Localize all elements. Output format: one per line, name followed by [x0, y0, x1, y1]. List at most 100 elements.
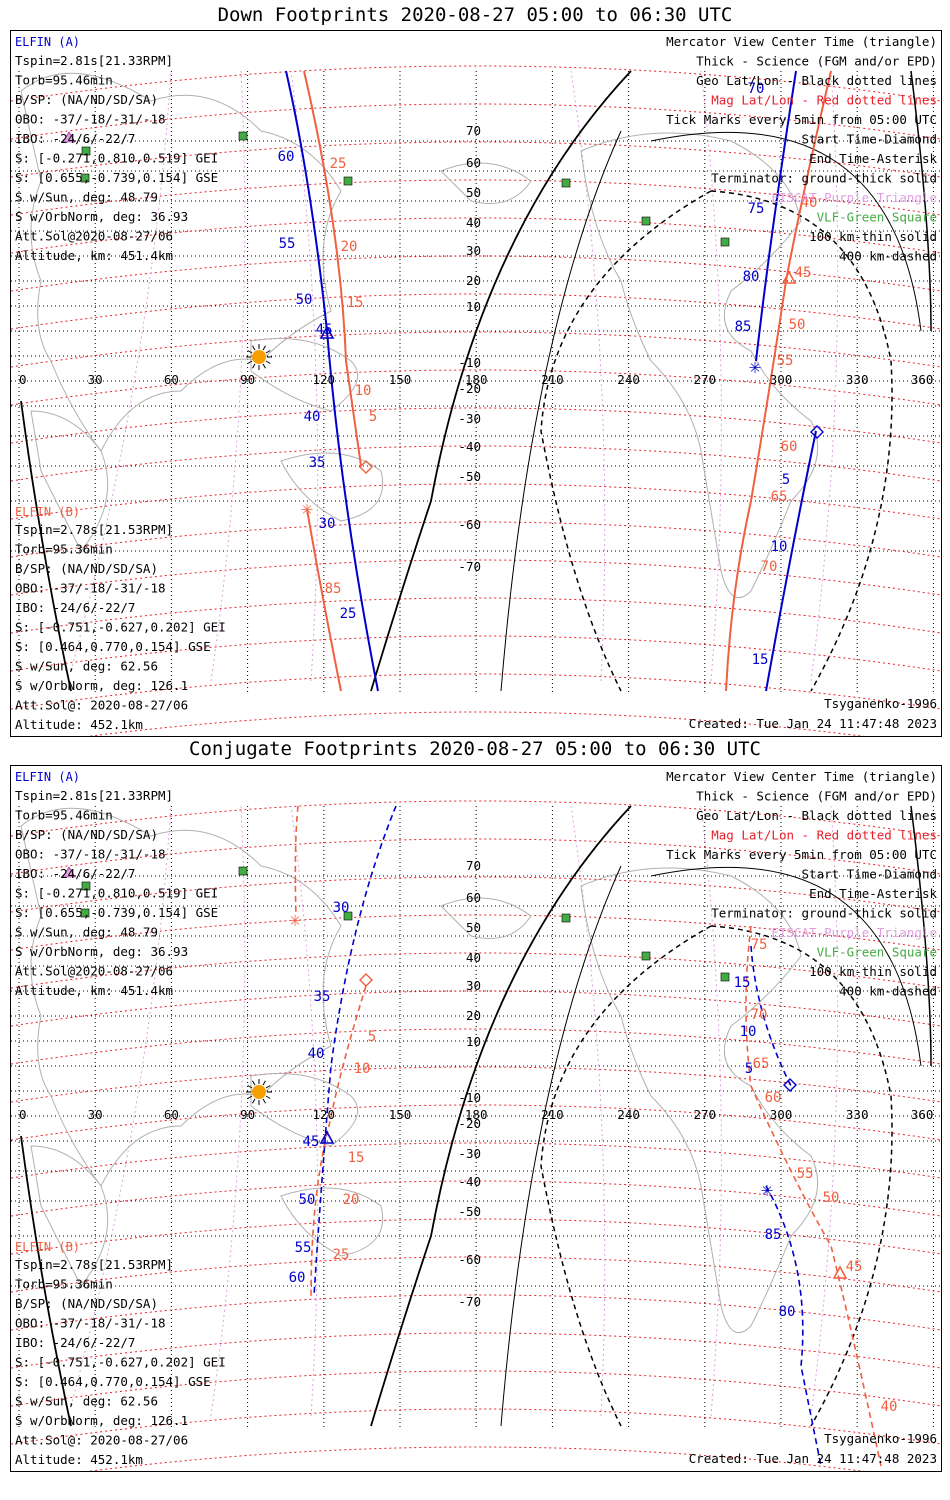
elfin-a-tick-label: 50	[299, 1192, 316, 1208]
sun-ray	[252, 1080, 256, 1086]
elfin-b-tick-label: 55	[797, 1166, 814, 1182]
mag-lat-line	[11, 1408, 941, 1445]
end-time-asterisk-icon: ✳	[749, 354, 761, 378]
lat-label: -30	[458, 1146, 481, 1161]
lon-label: 240	[617, 372, 640, 387]
elfin-a-tick-label: 70	[748, 81, 765, 97]
terminator-lines	[20, 70, 932, 692]
lon-label: 270	[694, 372, 717, 387]
elfin-a-info-line: OBO: -37/-18/-31/-18	[15, 112, 166, 127]
legend-item: EISCAT-Purple Triangle	[771, 925, 937, 940]
mag-lon-line	[700, 805, 722, 1417]
elfin-a-tick-label: 5	[782, 472, 790, 488]
elfin-a-info-line: OBO: -37/-18/-31/-18	[15, 847, 166, 862]
terminator-ground	[910, 805, 932, 1067]
elfin-b-header: ELFIN (B)	[15, 1240, 80, 1254]
down-footprints-map: ✳✳70758085605550454035302551015252015105…	[11, 34, 941, 736]
center-time-triangle-icon	[319, 1130, 335, 1144]
coastline	[580, 867, 819, 1334]
mag-grid	[11, 800, 941, 1471]
terminator-ground	[20, 400, 72, 692]
mag-lat-line	[11, 1218, 941, 1255]
lat-label: -30	[458, 411, 481, 426]
sun-ray	[247, 1095, 253, 1099]
sun-ray	[252, 345, 256, 351]
sun-ray	[252, 1098, 256, 1104]
axis-labels: 0 30 60 90 120 150 180 210 240 270 300 330 360 70 60 50…	[19, 123, 933, 574]
lat-label: -50	[458, 1204, 481, 1219]
vlf-station-icon	[343, 176, 353, 186]
elfin-a-tick-label: 35	[309, 455, 326, 471]
mag-lat-line	[11, 445, 941, 482]
legend-item: EISCAT-Purple Triangle	[771, 190, 937, 205]
lon-label: 30	[88, 1107, 103, 1122]
elfin-a-info-line: S w/OrbNorm, deg: 36.93	[15, 944, 188, 959]
legend-item: Mag Lat/Lon - Red dotted lines	[711, 828, 937, 843]
elfin-a-tick-label: 45	[303, 1134, 320, 1150]
elfin-b-tick-label: 40	[881, 1399, 898, 1415]
lat-label: -60	[458, 517, 481, 532]
legend-item: 100 km-thin solid	[809, 964, 937, 979]
lat-label: 30	[466, 978, 481, 993]
elfin-tracks: ✳✳70758085605550454035302551015252015105…	[278, 70, 832, 692]
mag-lat-line	[11, 179, 941, 216]
mag-lat-line	[11, 597, 941, 634]
elfin-b-tick-label: 85	[325, 581, 342, 597]
coastline	[250, 338, 359, 412]
sun-ray	[262, 345, 266, 351]
mag-lat-line	[11, 673, 941, 710]
end-time-asterisk-icon: ✳	[301, 496, 313, 520]
elfin-a-tick-label: 30	[333, 900, 350, 916]
terminator-400km	[540, 925, 712, 1427]
elfin-a-info-line: S w/Sun, deg: 48.79	[15, 190, 158, 205]
legend-item: 400 km-dashed	[839, 249, 937, 264]
lon-label: 30	[88, 372, 103, 387]
elfin-a-info-line: IBO: -24/6/-22/7	[15, 131, 135, 146]
created-timestamp: Created: Tue Jan 24 11:47:48 2023	[689, 1451, 937, 1466]
lat-label: -70	[458, 1294, 481, 1309]
mag-lat-line	[11, 952, 941, 989]
legend-item: Tick Marks every 5min from 05:00 UTC	[666, 847, 937, 862]
terminator-100km	[650, 131, 922, 332]
vlf-station-icon	[81, 881, 91, 891]
legend-item: Terminator: ground-thick solid	[711, 906, 937, 921]
axis-labels: 0 30 60 90 120 150 180 210 240 270 300 330 360 70 60 50…	[19, 858, 933, 1309]
elfin-a-tick-label: 40	[304, 409, 321, 425]
elfin-b-info-line: S: [-0.751,-0.627,0.202] GEI	[15, 1355, 226, 1370]
elfin-b-tick-label: 5	[369, 409, 377, 425]
elfin-b-tick-label: 50	[789, 317, 806, 333]
mag-lat-line	[87, 711, 865, 736]
lat-label: 30	[466, 243, 481, 258]
sun-ray	[265, 1085, 271, 1089]
mag-lat-line	[11, 559, 941, 596]
lat-label: -10	[458, 1090, 481, 1105]
elfin-a-tick-label: 50	[296, 292, 313, 308]
center-time-triangle-icon	[319, 325, 335, 339]
elfin-b-track	[310, 985, 367, 1297]
coastline	[580, 132, 819, 599]
sun-ray	[247, 350, 253, 354]
elfin-b-tick-label: 10	[354, 1061, 371, 1077]
coastline	[440, 162, 532, 204]
coastlines	[20, 807, 819, 1334]
elfin-a-tick-label: 75	[748, 201, 765, 217]
lon-label: 0	[19, 1107, 27, 1122]
mag-lon-line	[810, 70, 839, 682]
lon-label: 60	[164, 1107, 179, 1122]
vlf-station-icon	[641, 951, 651, 961]
elfin-b-info-line: Torb=95.36min	[15, 1277, 113, 1292]
elfin-a-tick-label: 15	[752, 652, 769, 668]
elfin-b-tick-label: 20	[343, 1192, 360, 1208]
lon-label: 300	[770, 1107, 793, 1122]
elfin-b-tick-label: 65	[771, 489, 788, 505]
lon-label: 210	[541, 372, 564, 387]
elfin-b-tick-label: 60	[765, 1090, 782, 1106]
vlf-station-icon	[80, 173, 90, 183]
sun-icon	[246, 344, 272, 370]
conjugate-footprints-title: Conjugate Footprints 2020-08-27 05:00 to…	[189, 738, 761, 760]
start-time-diamond-icon	[359, 460, 373, 474]
info-text: ELFIN (A) Tspin=2.81s[21.33RPM] Torb=95.46…	[15, 769, 937, 1467]
lat-label: 20	[466, 273, 481, 288]
elfin-a-info-line: Att.Sol@2020-08-27/06	[15, 964, 173, 979]
center-time-triangle-icon	[832, 1265, 848, 1279]
